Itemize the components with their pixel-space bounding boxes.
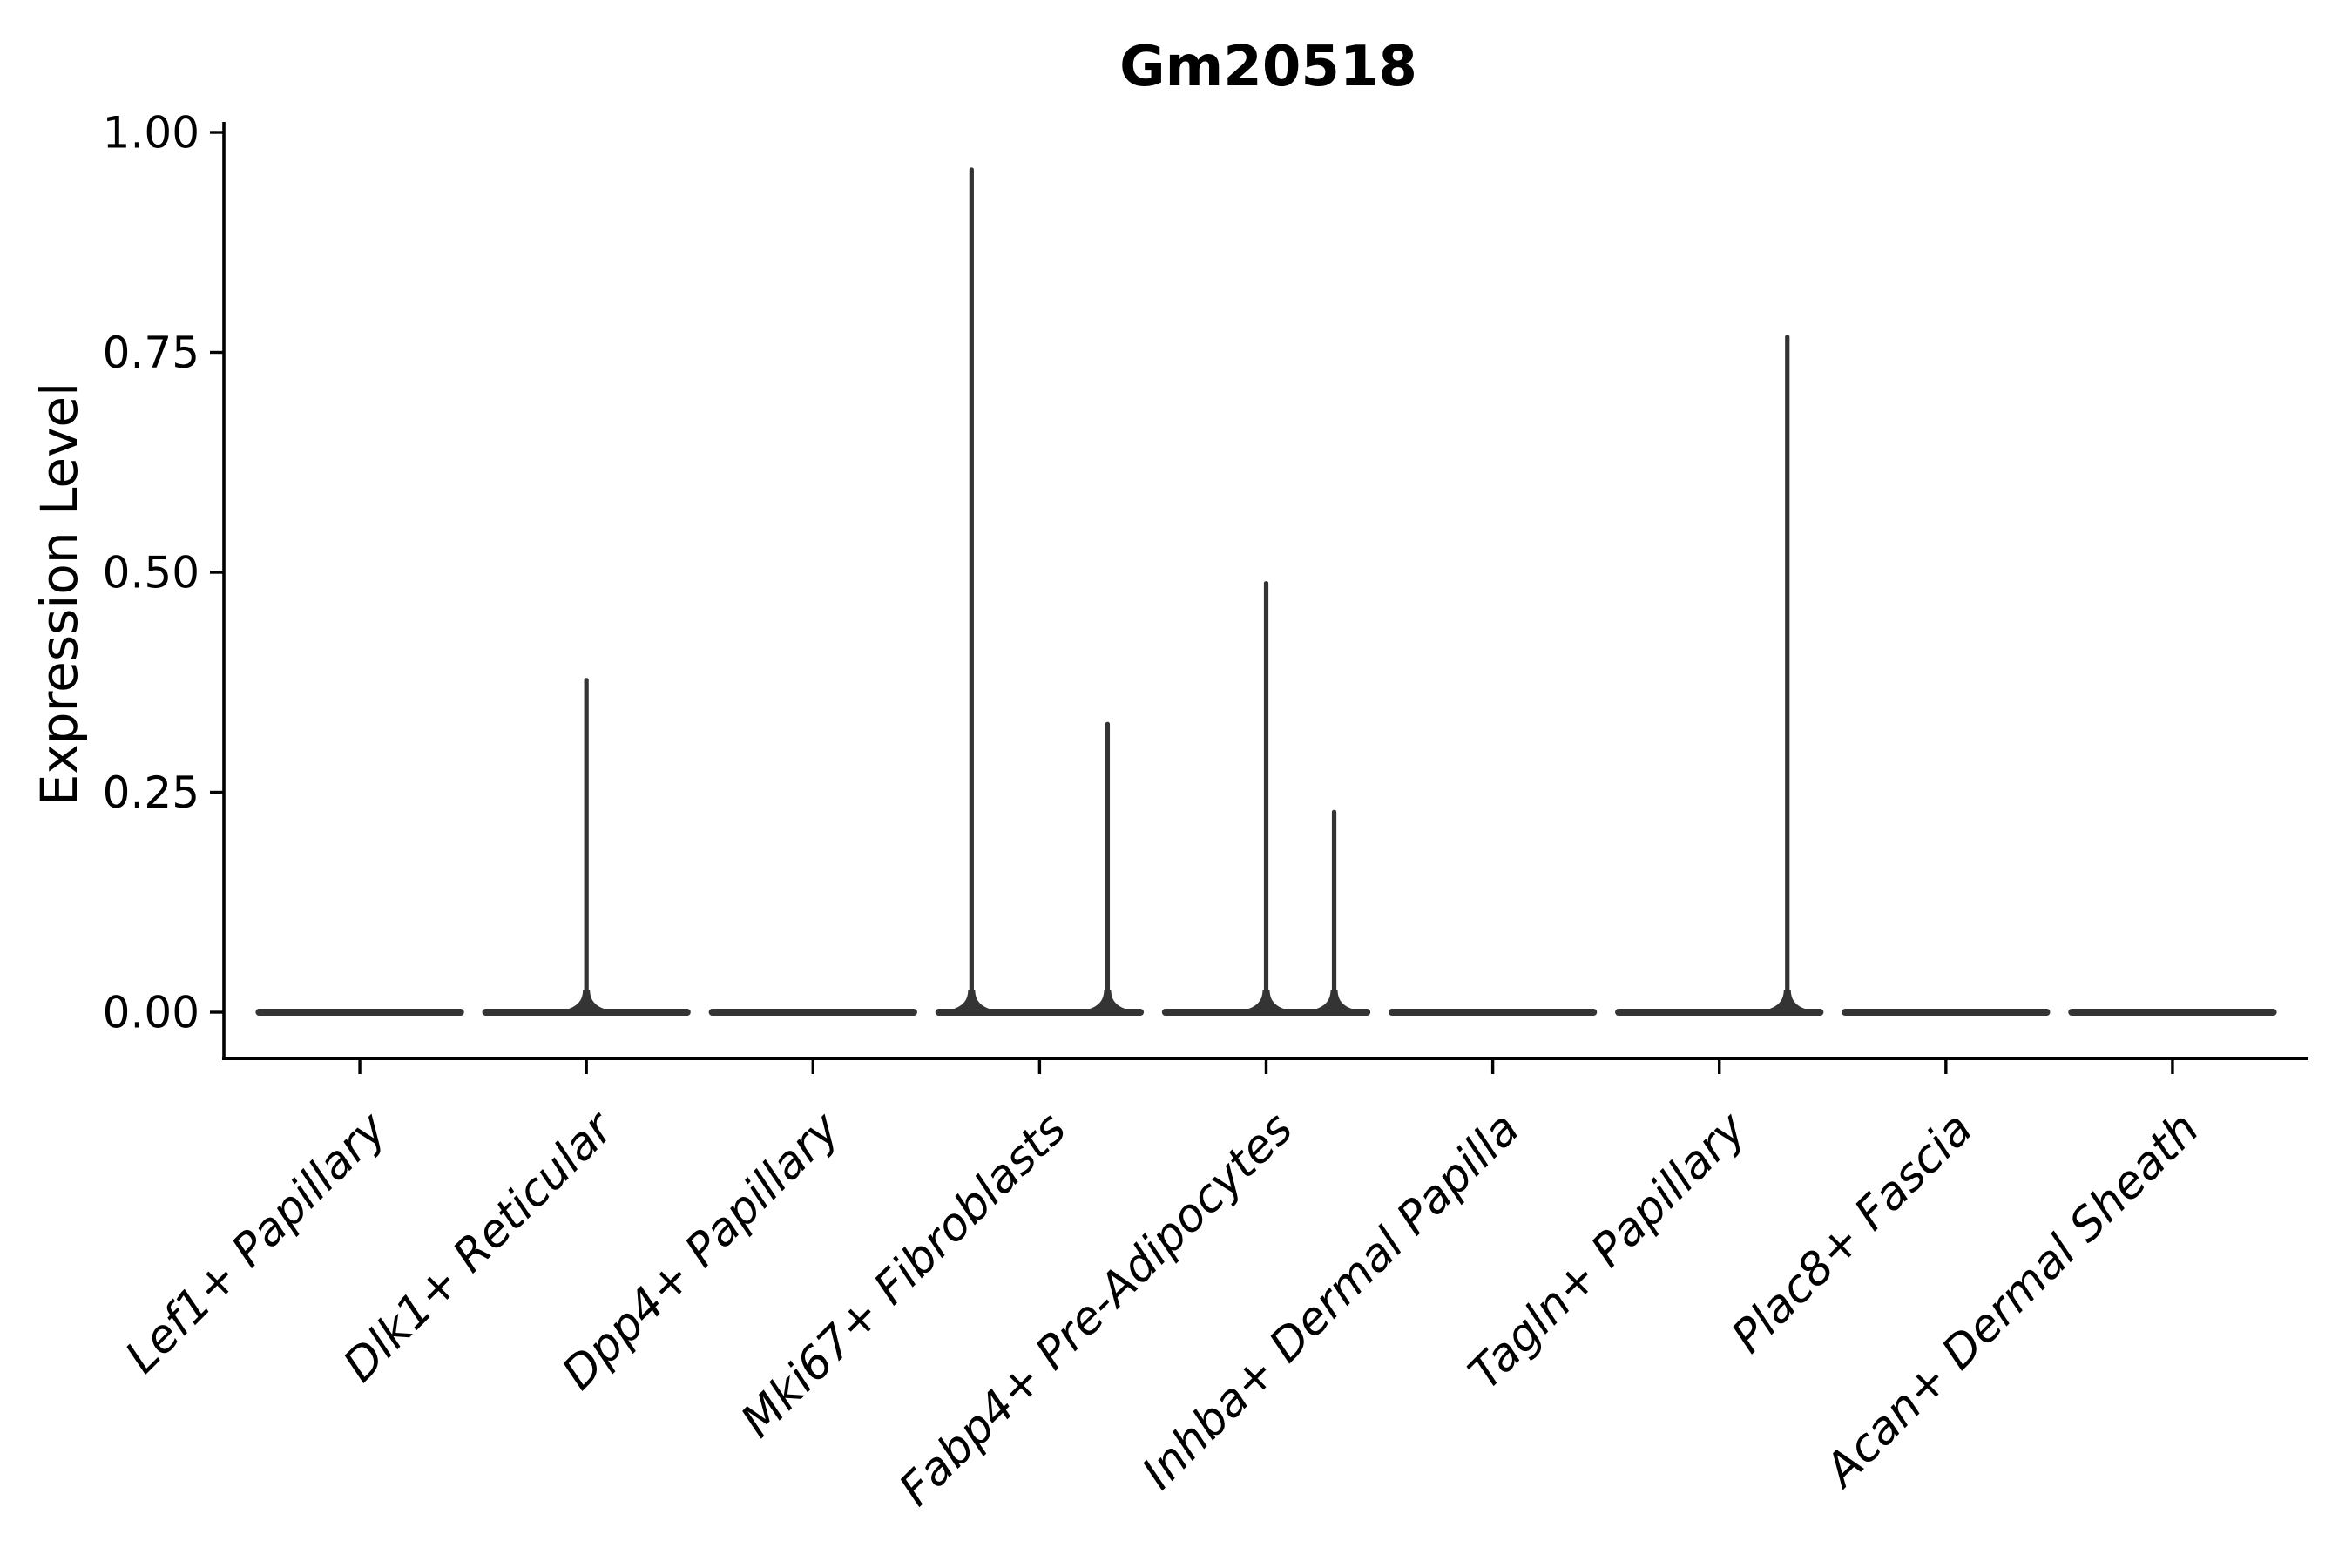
x-tick-label: Inhba+ Dermal Papilla	[1132, 1103, 1530, 1500]
violin-spike	[1263, 581, 1269, 1012]
y-tick-label: 0.50	[103, 548, 199, 598]
violin-spike	[584, 678, 589, 1012]
violin	[255, 1009, 464, 1016]
violin-spike	[1331, 809, 1337, 1012]
violin-spike	[1785, 335, 1790, 1012]
violin	[708, 1009, 917, 1016]
x-tick-label: Acan+ Dermal Sheath	[1814, 1103, 2209, 1498]
y-tick-label: 0.75	[103, 328, 199, 378]
violin-base	[1842, 1009, 2051, 1016]
violin-base	[2068, 1009, 2277, 1016]
violin-spike-flare	[940, 990, 1004, 1011]
violin	[935, 167, 1145, 1016]
violin	[1842, 1009, 2051, 1016]
x-tick-label: Plac8+ Fascia	[1722, 1103, 1983, 1363]
y-axis-label: Expression Level	[30, 382, 89, 806]
x-tick-label: Fabp4+ Pre-Adipocytes	[889, 1103, 1303, 1517]
violin	[1388, 1009, 1598, 1016]
violin-spike-flare	[1755, 990, 1819, 1011]
violin-base	[1388, 1009, 1598, 1016]
violins-layer	[255, 167, 2277, 1016]
violin-spike-flare	[1234, 990, 1298, 1011]
violin-spike	[969, 167, 974, 1012]
violin-base	[708, 1009, 917, 1016]
violin-spike-flare	[555, 990, 618, 1011]
y-tick-label: 0.00	[103, 988, 199, 1038]
y-tick-label: 1.00	[103, 108, 199, 159]
violin	[482, 678, 691, 1016]
violin	[1615, 335, 1824, 1016]
plot-title: Gm20518	[1119, 35, 1417, 99]
violin-base	[255, 1009, 464, 1016]
violin	[2068, 1009, 2277, 1016]
violin	[1161, 581, 1371, 1016]
violin-spike-flare	[1076, 990, 1139, 1011]
violin-spike-flare	[1302, 990, 1366, 1011]
violin-spike	[1105, 721, 1111, 1012]
y-tick-label: 0.25	[103, 767, 199, 818]
